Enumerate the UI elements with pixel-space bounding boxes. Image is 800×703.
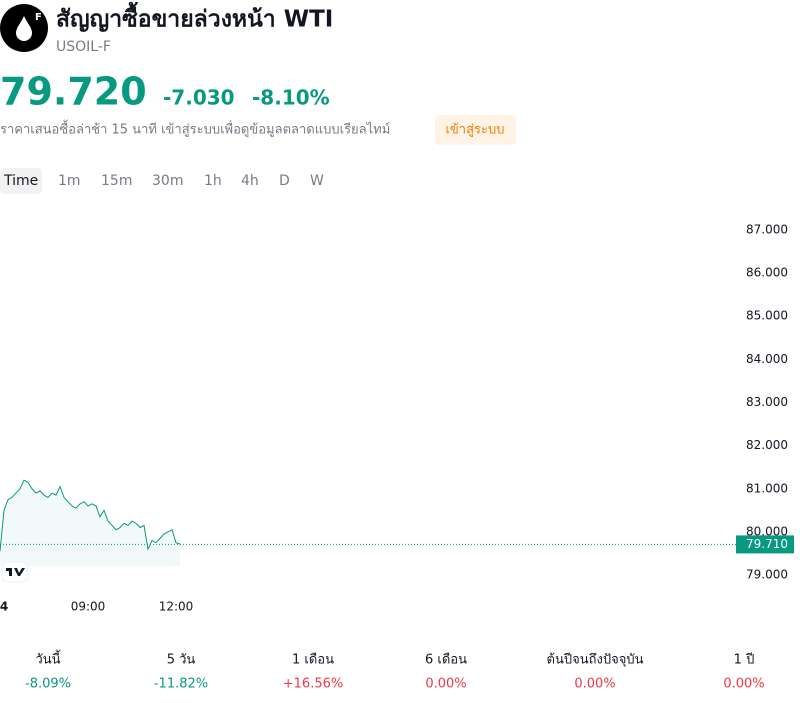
last-price-label: 79.710 bbox=[746, 537, 788, 551]
y-tick-label: 87.000 bbox=[746, 222, 788, 236]
x-tick-label: 09:00 bbox=[71, 600, 106, 614]
period-label[interactable]: 5 วัน bbox=[167, 653, 196, 668]
timeframe-tab[interactable]: D bbox=[279, 173, 290, 189]
change: -7.030 bbox=[163, 86, 235, 110]
symbol: USOIL-F bbox=[56, 39, 111, 55]
icon-badge: F bbox=[35, 12, 42, 23]
timeframe-tab[interactable]: Time bbox=[3, 173, 38, 189]
login-button[interactable] bbox=[435, 115, 516, 145]
last-price-tag bbox=[736, 535, 794, 554]
change-percent: -8.10% bbox=[252, 86, 330, 110]
timeframe-tab[interactable]: 1h bbox=[204, 173, 222, 189]
price: 79.720 bbox=[0, 70, 147, 114]
period-change: 0.00% bbox=[574, 677, 615, 692]
period-label[interactable]: ต้นปีจนถึงปัจจุบัน bbox=[547, 652, 644, 668]
timeframe-tab[interactable]: 4h bbox=[241, 173, 259, 189]
line-area bbox=[0, 480, 180, 566]
timeframe-tab[interactable]: 1m bbox=[58, 173, 81, 189]
period-change: 0.00% bbox=[723, 677, 764, 692]
tv-logo bbox=[1, 561, 29, 583]
period-label[interactable]: 6 เดือน bbox=[425, 652, 467, 668]
period-label[interactable]: 1 เดือน bbox=[292, 652, 334, 668]
period-change: 0.00% bbox=[425, 677, 466, 692]
timeframe-tab[interactable]: W bbox=[310, 173, 324, 189]
tab-selected-bg bbox=[0, 168, 42, 194]
y-tick-label: 81.000 bbox=[746, 481, 788, 495]
timeframe-tab[interactable]: 30m bbox=[152, 173, 183, 189]
x-tick-label: 4 bbox=[0, 600, 8, 614]
x-tick-label: 12:00 bbox=[159, 600, 194, 614]
period-label[interactable]: วันนี้ bbox=[35, 650, 61, 668]
y-tick-label: 83.000 bbox=[746, 395, 788, 409]
y-tick-label: 80.000 bbox=[746, 524, 788, 538]
y-tick-label: 82.000 bbox=[746, 438, 788, 452]
y-tick-label: 86.000 bbox=[746, 266, 788, 280]
period-change: -8.09% bbox=[25, 677, 71, 692]
y-tick-label: 85.000 bbox=[746, 309, 788, 323]
drop-icon bbox=[16, 16, 32, 41]
y-tick-label: 84.000 bbox=[746, 352, 788, 366]
logo-bg bbox=[1, 561, 29, 583]
period-change: -11.82% bbox=[154, 677, 208, 692]
period-change: +16.56% bbox=[283, 677, 343, 692]
y-tick-label: 79.000 bbox=[746, 568, 788, 582]
timeframe-tab[interactable]: 15m bbox=[101, 173, 132, 189]
delay-note: ราคาเสนอซื้อล่าช้า 15 นาที เข้าสู่ระบบเพ… bbox=[0, 120, 390, 138]
title: สัญญาซื้อขายล่วงหน้า WTI bbox=[56, 2, 333, 33]
login-text[interactable]: เข้าสู่ระบบ bbox=[445, 123, 504, 138]
period-label[interactable]: 1 ปี bbox=[734, 652, 755, 668]
logo-mark bbox=[6, 568, 25, 576]
